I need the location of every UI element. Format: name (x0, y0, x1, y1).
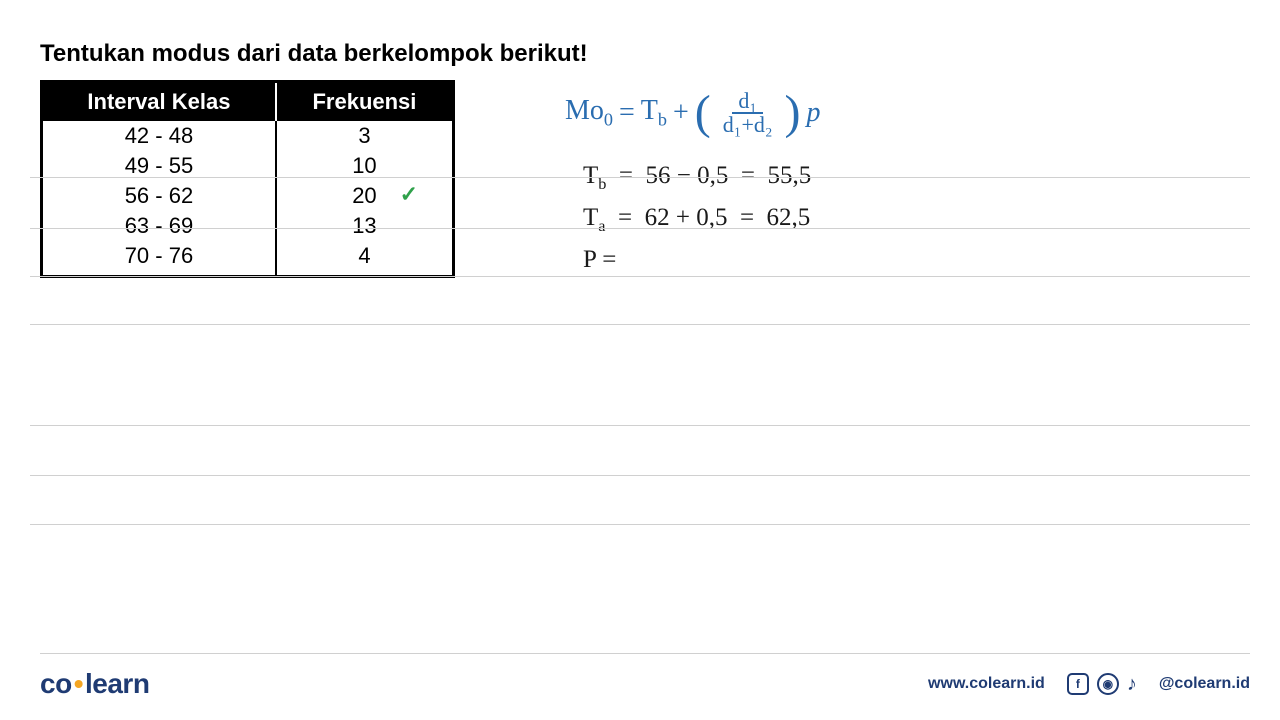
social-icons: f ◉ ♪ (1067, 673, 1137, 696)
ruled-line (30, 324, 1250, 325)
brand-logo: co•learn (40, 668, 149, 700)
cell-interval: 70 - 76 (42, 241, 276, 277)
col-header-interval: Interval Kelas (42, 82, 276, 122)
work-line-1: Tb = 56 − 0,5 = 55,5 (583, 162, 1250, 194)
equals-sign: = (619, 97, 635, 129)
formula-fraction: d₁ d₁+d₂ (719, 90, 777, 136)
footer-handle: @colearn.id (1159, 675, 1250, 693)
frac-denominator: d₁+d₂ (719, 114, 777, 136)
instagram-icon: ◉ (1097, 673, 1119, 695)
plus-sign: + (673, 97, 689, 129)
tiktok-icon: ♪ (1127, 673, 1137, 696)
ruled-line (30, 524, 1250, 525)
logo-dot-icon: • (72, 668, 85, 699)
cell-interval: 56 - 62 (42, 181, 276, 211)
left-paren-icon: ( (695, 94, 711, 132)
frac-numerator: d₁ (732, 90, 763, 114)
formula-tb: Tb (641, 95, 667, 131)
cell-freq: 4 (276, 241, 454, 277)
table-row: 63 - 6913 (42, 211, 454, 241)
cell-freq: 3 (276, 121, 454, 151)
cell-interval: 42 - 48 (42, 121, 276, 151)
work-line-2: Ta = 62 + 0,5 = 62,5 (583, 204, 1250, 236)
table-row: 70 - 764 (42, 241, 454, 277)
cell-freq: 13 (276, 211, 454, 241)
logo-part-co: co (40, 668, 72, 699)
mode-formula: Mo0 = Tb + ( d₁ d₁+d₂ ) p (565, 90, 1250, 136)
data-table: Interval Kelas Frekuensi 42 - 48349 - 55… (40, 80, 455, 278)
col-header-freq: Frekuensi (276, 82, 454, 122)
ruled-line (30, 276, 1250, 277)
table-row: 56 - 6220✓ (42, 181, 454, 211)
ruled-line (30, 475, 1250, 476)
right-paren-icon: ) (785, 94, 801, 132)
logo-part-learn: learn (85, 668, 149, 699)
footer: co•learn www.colearn.id f ◉ ♪ @colearn.i… (40, 653, 1250, 700)
check-icon: ✓ (400, 182, 418, 208)
cell-freq: 20✓ (276, 181, 454, 211)
ruled-line (30, 425, 1250, 426)
facebook-icon: f (1067, 673, 1089, 695)
question-text: Tentukan modus dari data berkelompok ber… (40, 40, 1250, 68)
ruled-line (30, 177, 1250, 178)
cell-interval: 63 - 69 (42, 211, 276, 241)
ruled-line (30, 228, 1250, 229)
footer-url: www.colearn.id (928, 675, 1045, 693)
work-line-3: P = (583, 246, 1250, 274)
formula-p: p (807, 97, 821, 129)
handwriting-area: Mo0 = Tb + ( d₁ d₁+d₂ ) p Tb = 56 − 0,5 … (565, 80, 1250, 284)
formula-lhs: Mo0 (565, 95, 613, 131)
table-row: 42 - 483 (42, 121, 454, 151)
